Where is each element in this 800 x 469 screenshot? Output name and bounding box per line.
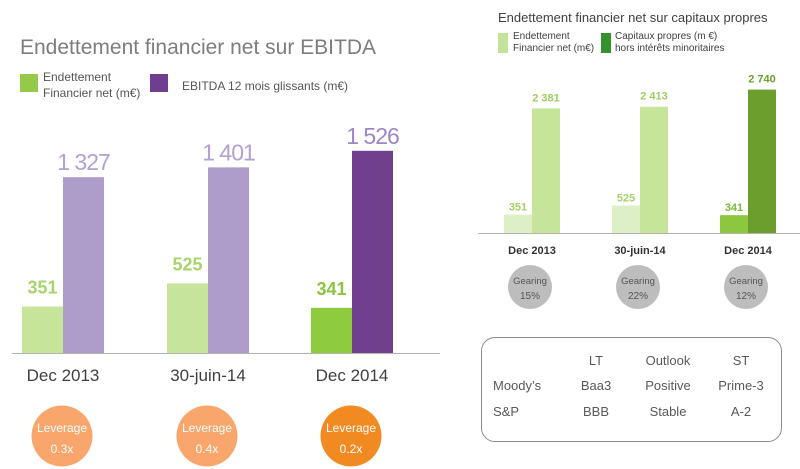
bars xyxy=(22,150,393,353)
bar xyxy=(63,177,104,353)
rating-outlook: Stable xyxy=(649,404,687,419)
bar xyxy=(612,205,640,233)
leverage-circle xyxy=(176,405,238,467)
leverage-badge: Leverage 0.3x xyxy=(31,405,93,467)
bar-value-label: 2 413 xyxy=(640,91,668,103)
bar xyxy=(640,106,668,233)
column-header-outlook: Outlook xyxy=(645,353,691,368)
bar-value-label: 1 401 xyxy=(202,139,255,165)
rating-outlook: Positive xyxy=(645,378,691,393)
column-header-lt: LT xyxy=(588,353,604,368)
leverage-value: 0.3x xyxy=(51,442,74,456)
leverage-value: 0.2x xyxy=(340,442,363,456)
leverage-label: Leverage xyxy=(326,421,376,435)
bar xyxy=(22,306,63,353)
category-label: 30-juin-14 xyxy=(170,366,246,385)
category-label: Dec 2014 xyxy=(316,366,389,385)
bar-value-label: 1 327 xyxy=(57,149,110,175)
chart-title: Endettement financier net sur capitaux p… xyxy=(498,10,768,25)
legend-swatch-ebitda xyxy=(150,74,168,92)
ratings-table: LT Outlook ST Moody’s Baa3 Positive Prim… xyxy=(481,337,782,442)
bar-value-label: 341 xyxy=(316,279,346,299)
bar-value-label: 2 740 xyxy=(748,74,776,86)
leverage-badge: Leverage 0.4x xyxy=(176,405,238,467)
rating-st: A-2 xyxy=(730,404,752,419)
bar xyxy=(748,89,776,234)
bar-value-label: 2 381 xyxy=(532,92,560,104)
category-label: Dec 2013 xyxy=(27,366,100,385)
gearing-value: 22% xyxy=(628,291,648,302)
gearing-label: Gearing xyxy=(513,276,547,287)
bar xyxy=(208,167,249,353)
bar xyxy=(504,214,532,233)
legend-label-ebitda: EBITDA 12 mois glissants (m€) xyxy=(182,79,349,93)
gearing-badge: Gearing 12% xyxy=(724,265,768,309)
legend-swatch-endettement xyxy=(20,74,38,92)
chart-title: Endettement financier net sur EBITDA xyxy=(20,36,377,59)
bar xyxy=(720,215,748,233)
bar-value-label: 341 xyxy=(725,202,743,214)
leverage-value: 0.4x xyxy=(196,442,219,456)
gearing-circle xyxy=(724,265,768,309)
bar-value-label: 351 xyxy=(27,277,57,297)
gearing-badges: Gearing 15% Gearing 22% Gearing 12% xyxy=(508,265,768,309)
bar xyxy=(167,283,208,353)
rating-st: Prime-3 xyxy=(718,378,764,393)
gearing-circle xyxy=(616,265,660,309)
legend-swatch-endettement xyxy=(498,33,508,53)
rating-lt: BBB xyxy=(582,404,609,419)
category-labels: Dec 2013 30-juin-14 Dec 2014 xyxy=(27,366,389,385)
gearing-label: Gearing xyxy=(729,276,763,287)
category-labels: Dec 2013 30-juin-14 Dec 2014 xyxy=(508,245,773,257)
bar-value-label: 525 xyxy=(172,254,202,274)
legend-label-endettement: Endettement Financier net (m€) xyxy=(43,70,141,100)
agency-name: S&P xyxy=(493,404,520,419)
value-labels: 351 2 381 525 2 413 341 2 740 xyxy=(509,74,776,215)
gearing-value: 12% xyxy=(736,291,756,302)
leverage-circle xyxy=(31,405,93,467)
rating-lt: Baa3 xyxy=(580,378,612,393)
legend-label-capitaux-propres: Capitaux propres (m €) hors intérêts min… xyxy=(615,31,725,54)
leverage-label: Leverage xyxy=(182,421,232,435)
gearing-label: Gearing xyxy=(621,276,655,287)
bar xyxy=(352,150,393,353)
category-label: 30-juin-14 xyxy=(614,245,666,257)
legend-label-endettement: Endettement Financier net (m€) xyxy=(513,31,595,54)
category-label: Dec 2014 xyxy=(724,245,773,257)
category-label: Dec 2013 xyxy=(508,245,556,257)
gearing-circle xyxy=(508,265,552,309)
gearing-badge: Gearing 22% xyxy=(616,265,660,309)
bar-value-label: 351 xyxy=(509,202,527,214)
bar-value-label: 525 xyxy=(617,193,635,205)
bar xyxy=(311,307,352,353)
bar xyxy=(532,108,560,233)
gearing-value: 15% xyxy=(520,291,540,302)
legend-swatch-capitaux-propres xyxy=(601,33,611,53)
value-labels: 351 1 327 525 1 401 341 1 526 xyxy=(27,123,400,299)
gearing-badge: Gearing 15% xyxy=(508,265,552,309)
leverage-circle xyxy=(320,405,382,467)
leverage-label: Leverage xyxy=(37,421,87,435)
column-header-st: ST xyxy=(732,353,750,368)
agency-name: Moody’s xyxy=(493,378,542,393)
bar-value-label: 1 526 xyxy=(346,123,399,149)
leverage-badge: Leverage 0.2x xyxy=(320,405,382,467)
leverage-badges: Leverage 0.3x Leverage 0.4x Leverage 0.2x xyxy=(31,405,382,467)
bars xyxy=(504,89,776,234)
